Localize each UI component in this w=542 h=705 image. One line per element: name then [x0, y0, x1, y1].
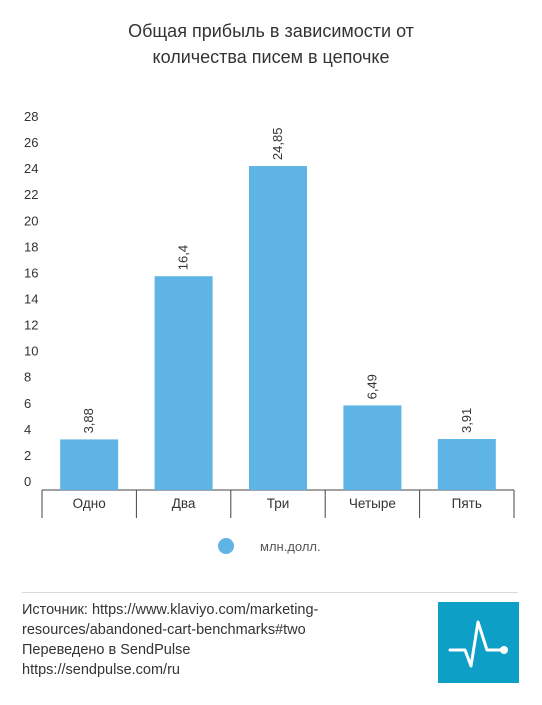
- y-tick-label: 18: [24, 239, 38, 254]
- source-line-3: Переведено в SendPulse: [22, 642, 191, 658]
- source-line-1: Источник: https://www.klaviyo.com/market…: [22, 602, 319, 618]
- chart-title: Общая прибыль в зависимости от количеств…: [0, 18, 542, 70]
- source-note: Источник: https://www.klaviyo.com/market…: [22, 600, 318, 680]
- bar-chart: 02468101214161820222426283,88Одно16,4Два…: [24, 109, 515, 518]
- legend-label: млн.долл.: [260, 538, 321, 554]
- data-label: 3,91: [459, 408, 474, 433]
- chart-title-line-2: количества писем в цепочке: [152, 47, 390, 67]
- y-tick-label: 0: [24, 474, 31, 489]
- y-tick-label: 22: [24, 187, 38, 202]
- legend-marker: [218, 538, 234, 554]
- x-tick-label: Два: [172, 496, 196, 511]
- source-line-4: https://sendpulse.com/ru: [22, 662, 180, 678]
- y-tick-label: 16: [24, 265, 38, 280]
- bar-4: [343, 405, 402, 490]
- y-tick-label: 12: [24, 318, 38, 333]
- data-label: 16,4: [176, 245, 191, 270]
- x-tick-label: Четыре: [349, 496, 396, 511]
- y-tick-label: 8: [24, 370, 31, 385]
- footer-divider: [22, 592, 518, 593]
- sendpulse-logo: [438, 602, 519, 683]
- y-tick-label: 6: [24, 396, 31, 411]
- bar-3: [249, 166, 307, 490]
- y-tick-label: 2: [24, 448, 31, 463]
- y-tick-label: 4: [24, 422, 31, 437]
- y-tick-label: 28: [24, 109, 38, 124]
- y-tick-label: 24: [24, 161, 38, 176]
- data-label: 6,49: [364, 374, 379, 399]
- legend: млн.долл.: [218, 538, 321, 554]
- source-line-2: resources/abandoned-cart-benchmarks#two: [22, 622, 306, 638]
- data-label: 3,88: [81, 408, 96, 433]
- x-tick-label: Пять: [452, 496, 482, 511]
- y-tick-label: 20: [24, 213, 38, 228]
- x-tick-label: Три: [267, 496, 290, 511]
- bar-2: [154, 276, 213, 490]
- pulse-line-icon: [448, 620, 508, 668]
- bar-5: [437, 439, 496, 490]
- data-label: 24,85: [270, 128, 285, 161]
- y-tick-label: 14: [24, 292, 38, 307]
- y-tick-label: 26: [24, 135, 38, 150]
- x-tick-label: Одно: [73, 496, 106, 511]
- y-tick-label: 10: [24, 344, 38, 359]
- chart-title-line-1: Общая прибыль в зависимости от: [128, 21, 414, 41]
- bar-1: [60, 439, 119, 490]
